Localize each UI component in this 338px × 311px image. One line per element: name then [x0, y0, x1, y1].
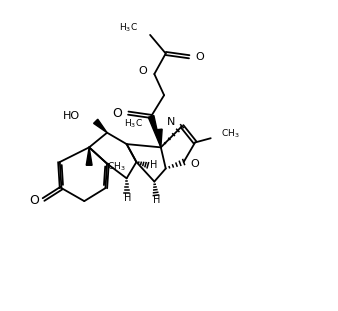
Polygon shape: [148, 115, 161, 147]
Text: N: N: [167, 117, 175, 127]
Text: O: O: [29, 194, 39, 207]
Text: CH$_3$: CH$_3$: [107, 161, 126, 173]
Text: H: H: [124, 193, 131, 203]
Text: CH$_3$: CH$_3$: [221, 128, 240, 140]
Polygon shape: [94, 119, 107, 133]
Text: H$_3$C: H$_3$C: [119, 21, 138, 34]
Text: O: O: [139, 67, 147, 77]
Text: O: O: [113, 107, 122, 120]
Polygon shape: [156, 129, 162, 147]
Polygon shape: [86, 147, 92, 165]
Text: H$_3$C: H$_3$C: [124, 118, 143, 130]
Text: O: O: [191, 159, 199, 169]
Text: HO: HO: [63, 111, 80, 121]
Text: H: H: [150, 160, 157, 169]
Text: O: O: [195, 52, 204, 62]
Text: H: H: [153, 195, 161, 205]
